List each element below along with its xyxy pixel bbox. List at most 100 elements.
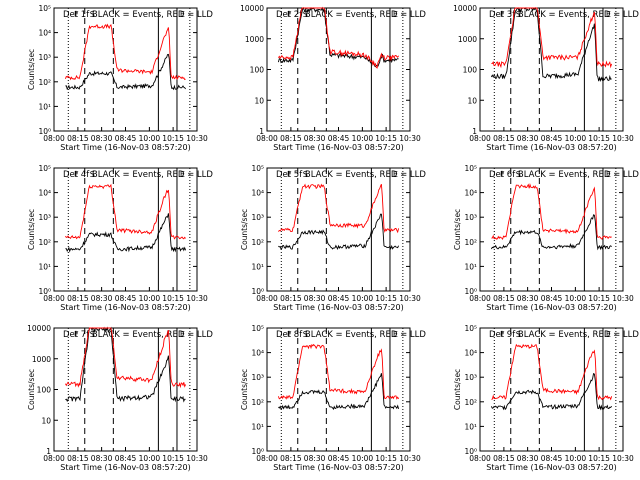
y-tick-label: 10³ <box>38 53 51 62</box>
series-line-events <box>490 373 612 411</box>
marker-letter-ecl: E <box>606 10 611 19</box>
y-tick-label: 10⁰ <box>38 127 51 136</box>
y-tick-label: 10² <box>464 238 477 247</box>
marker-letter-ecl: E <box>393 10 398 19</box>
y-tick-label: 10⁰ <box>38 287 51 296</box>
panel-title: Det 7f BLACK = Events, RED = LLD <box>63 330 213 340</box>
x-tick-label: 08:30 <box>304 134 326 143</box>
x-axis-label: Start Time (16-Nov-03 08:57:20) <box>60 463 190 472</box>
y-tick-label: 10¹ <box>251 262 264 271</box>
series-line-lld <box>277 343 399 400</box>
y-tick-label: 10² <box>38 238 51 247</box>
x-tick-label: 08:15 <box>493 454 515 463</box>
x-tick-label: 10:15 <box>588 454 610 463</box>
marker-letter-flare: F <box>74 170 79 179</box>
plot-frame <box>479 7 624 132</box>
x-tick-label: 08:30 <box>91 294 113 303</box>
x-tick-label: 10:30 <box>612 134 634 143</box>
marker-letter-saa: S <box>90 330 95 339</box>
marker-letter-ecl: E <box>606 170 611 179</box>
y-tick-label: 100 <box>463 66 478 75</box>
y-tick-label: 10 <box>467 96 477 105</box>
x-tick-label: 10:15 <box>588 294 610 303</box>
x-tick-label: 08:00 <box>469 454 491 463</box>
x-tick-label: 10:30 <box>186 294 208 303</box>
x-tick-label: 08:15 <box>280 294 302 303</box>
y-tick-label: 10⁰ <box>251 287 264 296</box>
x-tick-label: 10:00 <box>565 454 587 463</box>
x-tick-label: 08:00 <box>469 134 491 143</box>
x-tick-label: 08:00 <box>43 294 65 303</box>
y-tick-label: 10⁵ <box>38 4 51 13</box>
y-tick-label: 10⁴ <box>38 29 51 38</box>
x-tick-label: 08:00 <box>469 294 491 303</box>
x-axis-label: Start Time (16-Nov-03 08:57:20) <box>486 463 616 472</box>
x-tick-label: 10:15 <box>375 134 397 143</box>
x-tick-label: 10:00 <box>139 134 161 143</box>
marker-letter-flare: F <box>287 10 292 19</box>
series-line-lld <box>278 183 400 234</box>
y-tick-label: 10⁰ <box>251 447 264 456</box>
y-tick-label: 10¹ <box>38 102 51 111</box>
plot-frame <box>479 327 624 452</box>
y-tick-label: 10⁵ <box>38 164 51 173</box>
marker-letter-ecl: E <box>180 10 185 19</box>
x-tick-label: 10:15 <box>375 294 397 303</box>
y-tick-label: 10000 <box>240 4 264 13</box>
y-axis-label: Counts/sec <box>27 49 36 90</box>
x-tick-label: 08:15 <box>67 134 89 143</box>
y-tick-label: 100 <box>37 386 52 395</box>
marker-letter-ecl: E <box>180 170 185 179</box>
panel-title: Det 8f BLACK = Events, RED = LLD <box>276 330 426 340</box>
y-tick-label: 10⁴ <box>251 349 264 358</box>
x-axis-label: Start Time (16-Nov-03 08:57:20) <box>486 303 616 312</box>
x-tick-label: 10:15 <box>588 134 610 143</box>
x-tick-label: 08:15 <box>280 134 302 143</box>
y-axis-label: Counts/sec <box>240 209 249 250</box>
x-tick-label: 10:00 <box>352 134 374 143</box>
x-tick-label: 08:45 <box>541 134 563 143</box>
y-tick-label: 10³ <box>251 213 264 222</box>
y-tick-label: 10⁵ <box>251 324 264 333</box>
marker-letter-ecl: E <box>393 330 398 339</box>
marker-letter-saa: S <box>303 170 308 179</box>
marker-letter-saa: S <box>516 170 521 179</box>
marker-letter-flare: F <box>500 170 505 179</box>
marker-letter-flare: F <box>74 330 79 339</box>
marker-letter-ecl: E <box>393 170 398 179</box>
y-axis-label: Counts/sec <box>27 369 36 410</box>
marker-letter-saa: S <box>516 10 521 19</box>
series-line-events <box>65 213 187 253</box>
x-tick-label: 08:00 <box>43 454 65 463</box>
x-tick-label: 10:30 <box>399 294 421 303</box>
y-tick-label: 10 <box>41 416 51 425</box>
y-tick-label: 10¹ <box>464 262 477 271</box>
x-tick-label: 08:30 <box>304 454 326 463</box>
x-tick-label: 08:15 <box>280 454 302 463</box>
series-line-events <box>65 53 186 91</box>
x-axis-label: Start Time (16-Nov-03 08:57:20) <box>273 303 403 312</box>
panel-title: Det 2f BLACK = Events, RED = LLD <box>276 10 426 20</box>
x-tick-label: 10:00 <box>565 134 587 143</box>
y-tick-label: 100 <box>250 66 265 75</box>
x-tick-label: 08:15 <box>67 294 89 303</box>
x-tick-label: 10:00 <box>139 294 161 303</box>
x-tick-label: 08:30 <box>517 454 539 463</box>
x-tick-label: 10:00 <box>139 454 161 463</box>
series-line-lld <box>491 343 613 401</box>
x-tick-label: 10:15 <box>162 294 184 303</box>
y-tick-label: 10¹ <box>464 422 477 431</box>
plot-frame <box>53 327 198 452</box>
panel-title: Det 9f BLACK = Events, RED = LLD <box>489 330 639 340</box>
x-tick-label: 08:30 <box>91 134 113 143</box>
y-tick-label: 10³ <box>464 213 477 222</box>
series-line-lld <box>65 183 186 240</box>
x-tick-label: 10:30 <box>612 454 634 463</box>
